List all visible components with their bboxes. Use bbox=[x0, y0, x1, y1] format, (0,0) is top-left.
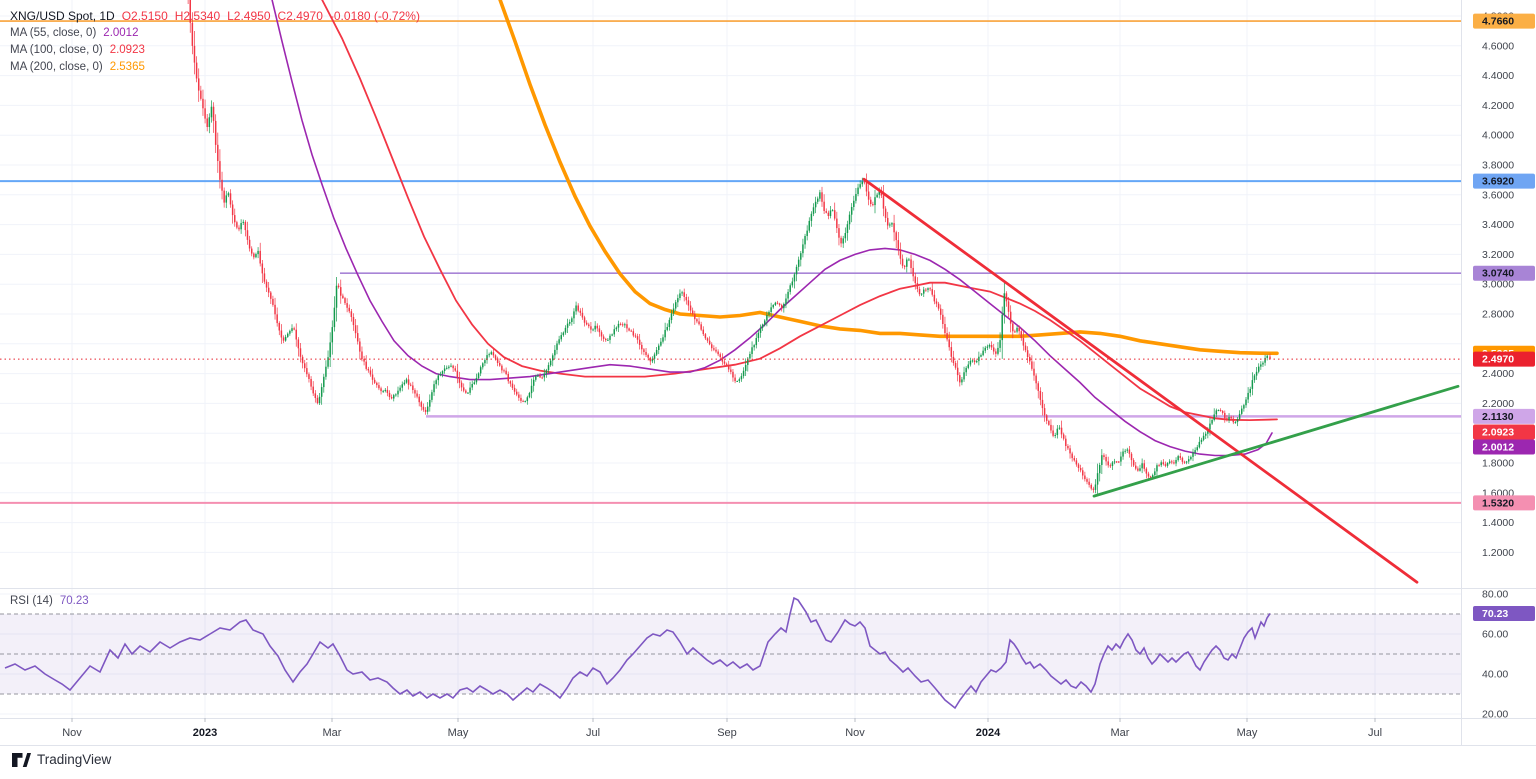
ma-200-line bbox=[498, 0, 1279, 356]
moving-averages bbox=[271, 0, 1279, 457]
ma-55-line bbox=[271, 0, 1273, 457]
price-axis[interactable]: 4.80004.60004.40004.20004.00003.80003.60… bbox=[1473, 11, 1535, 721]
change-value: -0.0180 (-0.72%) bbox=[329, 8, 420, 23]
svg-text:3.6000: 3.6000 bbox=[1482, 189, 1514, 201]
symbol-legend-row[interactable]: XNG/USD Spot, 1D O2.5150 H2.5340 L2.4950… bbox=[10, 7, 420, 24]
svg-text:Nov: Nov bbox=[62, 727, 82, 739]
svg-text:3.0000: 3.0000 bbox=[1482, 279, 1514, 291]
svg-text:May: May bbox=[448, 727, 469, 739]
tradingview-glyph-icon bbox=[12, 752, 31, 767]
svg-text:4.0000: 4.0000 bbox=[1482, 130, 1514, 142]
svg-text:1.5320: 1.5320 bbox=[1482, 497, 1514, 509]
rsi-value: 70.23 bbox=[59, 595, 89, 607]
chart-legend: XNG/USD Spot, 1D O2.5150 H2.5340 L2.4950… bbox=[10, 7, 420, 75]
rsi-legend-row[interactable]: RSI (14) 70.23 bbox=[10, 593, 89, 609]
svg-text:4.2000: 4.2000 bbox=[1482, 100, 1514, 112]
svg-text:2024: 2024 bbox=[976, 727, 1001, 739]
ma200-value: 2.5365 bbox=[109, 60, 145, 73]
trendline-ascending-support bbox=[1092, 384, 1460, 498]
svg-text:2.2000: 2.2000 bbox=[1482, 398, 1514, 410]
candlestick-series bbox=[187, 0, 1271, 495]
svg-text:2.4970: 2.4970 bbox=[1482, 354, 1514, 366]
svg-text:Jul: Jul bbox=[1368, 727, 1382, 739]
horizontal-level-lines[interactable] bbox=[0, 20, 1461, 504]
svg-text:3.2000: 3.2000 bbox=[1482, 249, 1514, 261]
ma55-label: MA (55, close, 0) bbox=[10, 26, 97, 39]
ma100-value: 2.0923 bbox=[109, 43, 145, 56]
svg-text:2.0012: 2.0012 bbox=[1482, 442, 1514, 454]
svg-text:Jul: Jul bbox=[586, 727, 600, 739]
ma55-value: 2.0012 bbox=[103, 26, 139, 39]
svg-text:4.6000: 4.6000 bbox=[1482, 40, 1514, 52]
svg-text:4.7660: 4.7660 bbox=[1482, 16, 1514, 28]
svg-text:1.2000: 1.2000 bbox=[1482, 547, 1514, 559]
svg-text:2.8000: 2.8000 bbox=[1482, 309, 1514, 321]
ma200-label: MA (200, close, 0) bbox=[10, 60, 103, 73]
high-value: H2.5340 bbox=[174, 8, 221, 23]
rsi-label: RSI (14) bbox=[10, 595, 53, 607]
tradingview-brand-text: TradingView bbox=[37, 752, 112, 767]
pane-separators bbox=[0, 0, 1536, 746]
rsi-line bbox=[4, 596, 1271, 710]
svg-text:3.0740: 3.0740 bbox=[1482, 268, 1514, 280]
trendline-descending-resistance bbox=[862, 177, 1419, 584]
svg-text:2023: 2023 bbox=[193, 727, 217, 739]
ma100-label: MA (100, close, 0) bbox=[10, 43, 103, 56]
svg-text:2.0923: 2.0923 bbox=[1482, 427, 1514, 439]
ma55-legend-row[interactable]: MA (55, close, 0) 2.0012 bbox=[10, 24, 420, 41]
chart-plot-area[interactable] bbox=[0, 0, 1461, 588]
open-value: O2.5150 bbox=[121, 8, 168, 23]
svg-text:Mar: Mar bbox=[323, 727, 342, 739]
svg-text:2.4000: 2.4000 bbox=[1482, 368, 1514, 380]
svg-text:2.1130: 2.1130 bbox=[1482, 411, 1514, 423]
svg-text:Mar: Mar bbox=[1111, 727, 1130, 739]
tradingview-logo[interactable]: TradingView bbox=[12, 752, 111, 767]
rsi-pane[interactable] bbox=[0, 596, 1461, 710]
svg-text:4.4000: 4.4000 bbox=[1482, 70, 1514, 82]
low-value: L2.4950 bbox=[227, 8, 271, 23]
svg-text:1.8000: 1.8000 bbox=[1482, 458, 1514, 470]
svg-text:Nov: Nov bbox=[845, 727, 865, 739]
svg-text:Sep: Sep bbox=[717, 727, 737, 739]
symbol-title: XNG/USD Spot, 1D bbox=[10, 8, 115, 23]
svg-text:70.23: 70.23 bbox=[1482, 608, 1508, 620]
svg-text:60.00: 60.00 bbox=[1482, 629, 1508, 641]
ma200-legend-row[interactable]: MA (200, close, 0) 2.5365 bbox=[10, 58, 420, 75]
svg-text:3.4000: 3.4000 bbox=[1482, 219, 1514, 231]
time-axis[interactable]: Nov 2023 Mar May Jul Sep Nov 2024 Mar May Jul bbox=[62, 718, 1382, 739]
close-value: C2.4970 bbox=[277, 8, 323, 23]
svg-text:40.00: 40.00 bbox=[1482, 669, 1508, 681]
svg-text:May: May bbox=[1237, 727, 1258, 739]
ma100-legend-row[interactable]: MA (100, close, 0) 2.0923 bbox=[10, 41, 420, 58]
svg-text:80.00: 80.00 bbox=[1482, 589, 1508, 601]
svg-text:3.8000: 3.8000 bbox=[1482, 160, 1514, 172]
svg-text:20.00: 20.00 bbox=[1482, 709, 1508, 721]
ma-100-line bbox=[321, 0, 1278, 422]
trendline-drawings[interactable] bbox=[862, 177, 1460, 584]
svg-text:1.4000: 1.4000 bbox=[1482, 517, 1514, 529]
svg-text:3.6920: 3.6920 bbox=[1482, 176, 1514, 188]
